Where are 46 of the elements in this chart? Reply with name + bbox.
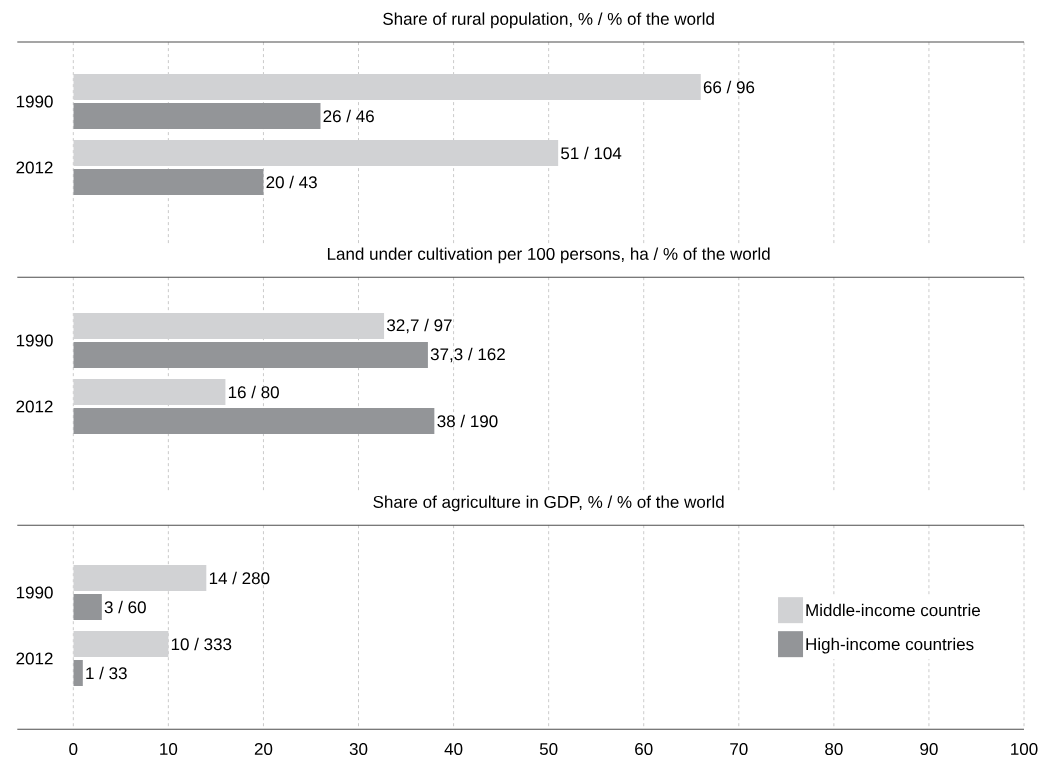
data-label: 20 / 43 — [266, 175, 317, 189]
data-label: 1 / 33 — [86, 666, 127, 680]
bar — [73, 631, 169, 658]
x-tick-label: 90 — [920, 743, 938, 756]
x-tick-label: 0 — [69, 743, 78, 756]
x-tick-label: 80 — [825, 743, 843, 756]
data-label: 26 / 46 — [323, 109, 374, 123]
data-label: 38 / 190 — [437, 414, 498, 428]
chart-title: Share of rural population, % / % of the world — [383, 12, 714, 29]
bar — [73, 565, 207, 592]
data-label: 14 / 280 — [209, 571, 270, 585]
chart-title: Land under cultivation per 100 persons, ha / % of the world — [327, 247, 770, 264]
legend-label: High-income countries — [806, 637, 974, 654]
y-tick-label: 1990 — [16, 334, 53, 347]
x-tick-label: 10 — [160, 743, 178, 756]
bar — [73, 379, 226, 406]
legend-label: Middle-income countrie — [806, 603, 980, 617]
y-tick-label: 2012 — [16, 400, 53, 413]
x-tick-label: 70 — [730, 743, 748, 756]
data-label: 16 / 80 — [228, 385, 279, 399]
x-tick-label: 20 — [254, 743, 273, 756]
bar — [73, 74, 701, 101]
y-tick-label: 1990 — [16, 586, 53, 599]
bar — [73, 169, 264, 196]
bar — [73, 103, 321, 130]
bar — [73, 140, 559, 167]
data-label: 37,3 / 162 — [430, 347, 505, 363]
bar — [73, 313, 385, 340]
bar — [73, 594, 102, 621]
x-tick-label: 50 — [539, 743, 558, 756]
data-label: 66 / 96 — [703, 80, 755, 94]
bar — [73, 342, 428, 369]
x-tick-label: 100 — [1011, 743, 1038, 756]
x-tick-label: 40 — [444, 743, 463, 756]
data-label: 32,7 / 97 — [387, 318, 452, 334]
x-tick-label: 60 — [635, 743, 653, 756]
y-tick-label: 1990 — [16, 95, 53, 108]
bar — [73, 408, 435, 435]
data-label: 3 / 60 — [104, 600, 146, 614]
data-label: 51 / 104 — [561, 146, 622, 160]
data-label: 10 / 333 — [171, 637, 232, 651]
x-tick-label: 30 — [349, 743, 368, 756]
chart-title: Share of agriculture in GDP, % / % of the world — [373, 495, 724, 512]
y-tick-label: 2012 — [16, 652, 53, 665]
y-tick-label: 2012 — [16, 161, 53, 174]
bar — [73, 660, 83, 687]
